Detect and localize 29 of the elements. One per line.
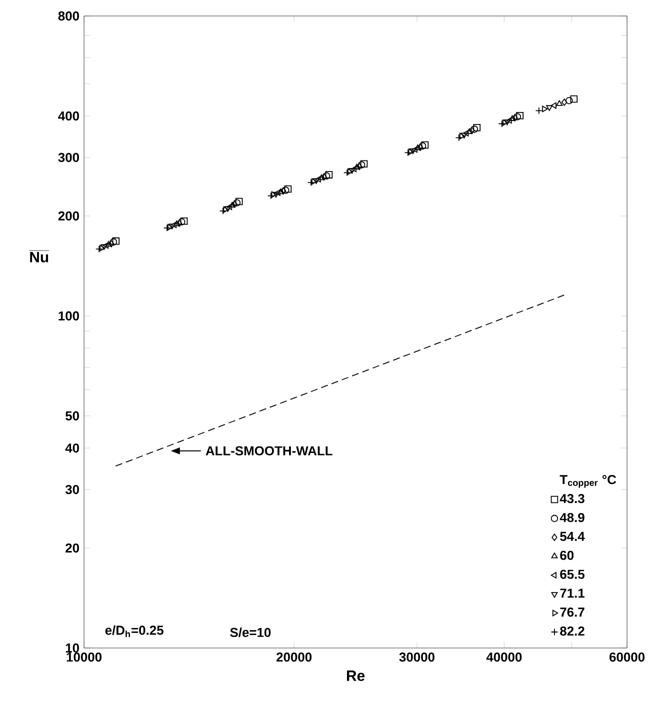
legend-label: 54.4 xyxy=(560,532,585,541)
y-tick-label: 100 xyxy=(58,311,79,320)
legend-label: 60 xyxy=(560,550,574,560)
legend-label: 71.1 xyxy=(560,588,585,598)
annotation: ALL-SMOOTH-WALL xyxy=(206,446,332,456)
legend-label: 65.5 xyxy=(560,570,585,579)
legend-label: 48.9 xyxy=(560,512,584,522)
annotation: e/D$_{h}$=0.25 xyxy=(105,625,164,638)
x-tick-label: 10000 xyxy=(66,652,102,662)
y-tick-label: 20 xyxy=(66,543,79,553)
y-tick-label: 30 xyxy=(65,484,79,494)
annotation: S/e=10 xyxy=(230,628,271,638)
y-tick-label: 40 xyxy=(65,443,79,453)
y-tick-label: 400 xyxy=(58,111,79,121)
y-tick-label: 10 xyxy=(66,643,79,653)
x-tick-label: 60000 xyxy=(610,652,645,662)
y-axis-title: Nu xyxy=(30,252,48,262)
y-tick-label: 50 xyxy=(66,411,79,420)
x-tick-label: 20000 xyxy=(276,652,312,662)
legend-label: 76.7 xyxy=(560,608,584,617)
x-tick-label: 40000 xyxy=(486,652,522,662)
legend-label: 43.3 xyxy=(560,494,584,504)
legend-label: 82.2 xyxy=(560,626,584,636)
legend-title: T$_{copper}$ °C xyxy=(560,475,616,488)
x-tick-label: 30000 xyxy=(399,652,434,662)
y-tick-label: 200 xyxy=(58,211,79,221)
y-tick-label: 800 xyxy=(58,11,79,21)
x-axis-title: Re xyxy=(346,670,365,681)
y-tick-label: 300 xyxy=(58,152,79,162)
